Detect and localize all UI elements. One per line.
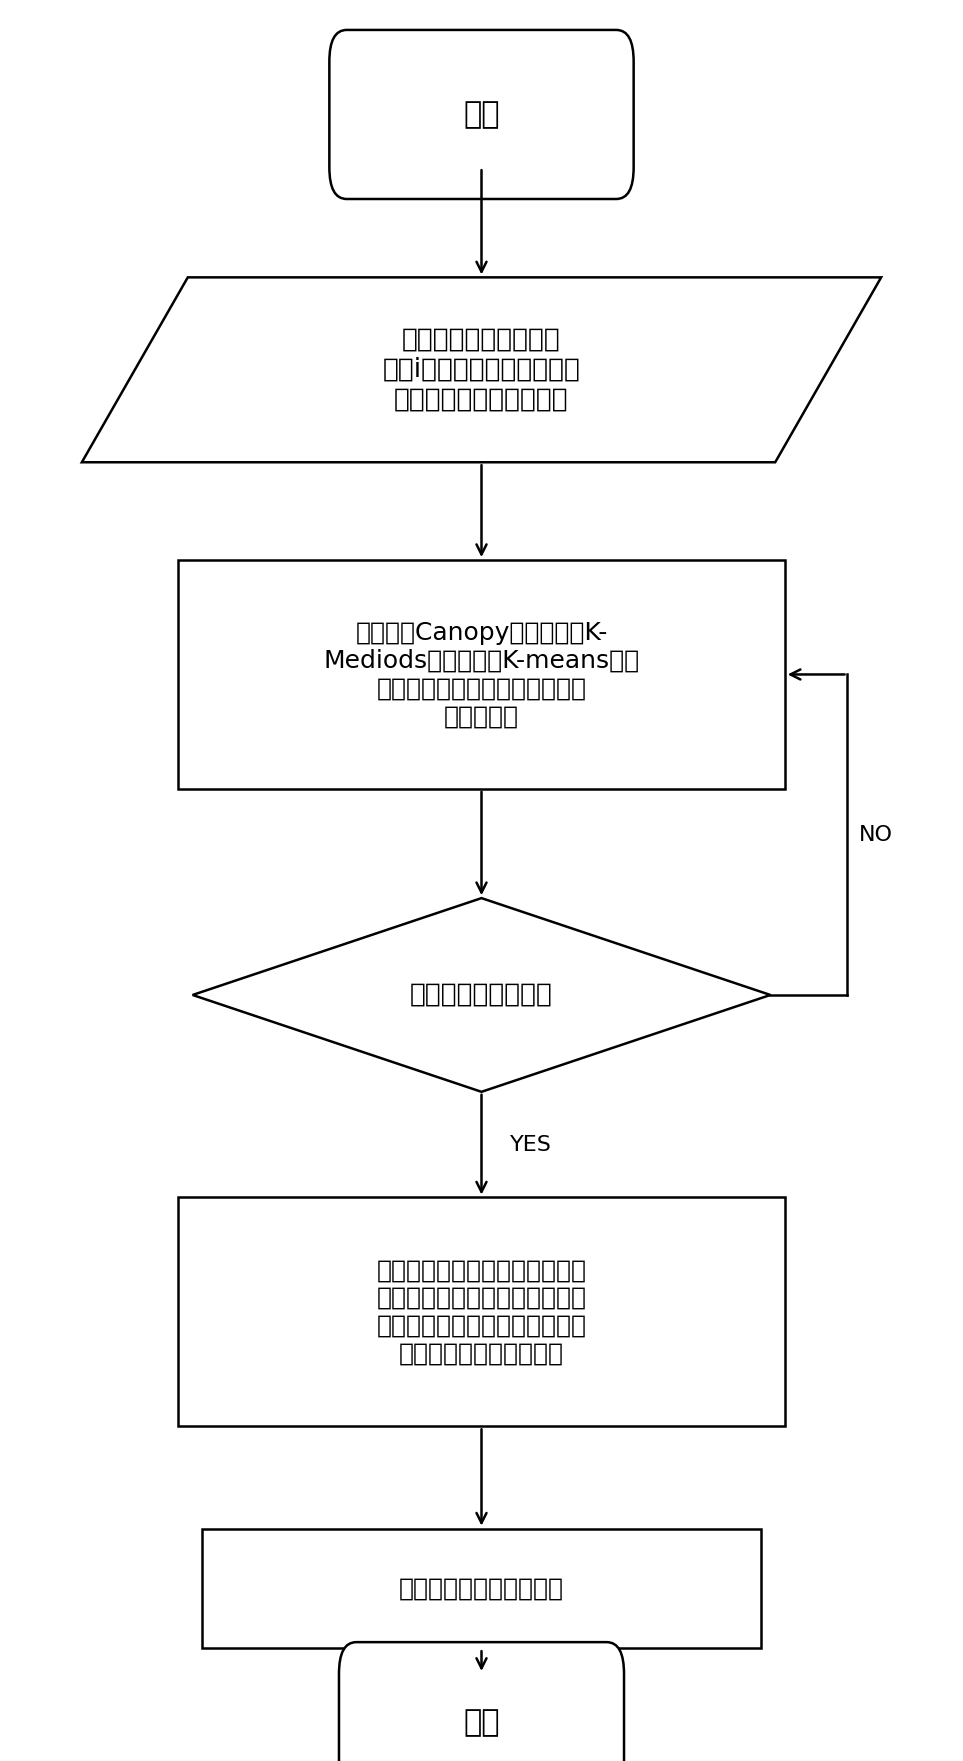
Text: YES: YES bbox=[510, 1134, 552, 1155]
FancyBboxPatch shape bbox=[329, 30, 634, 199]
Bar bbox=[178, 560, 785, 789]
Text: 引入重心位置确定方法，考虑乘
客年龄、出行目的、支付意愿、
相对时间窗等出行因素的影响权
重，重新计算停靠站位置: 引入重心位置确定方法，考虑乘 客年龄、出行目的、支付意愿、 相对时间窗等出行因素… bbox=[377, 1259, 586, 1365]
Text: 是否满足收敛条件？: 是否满足收敛条件？ bbox=[410, 983, 553, 1007]
Text: 输出停靠站的位置和数量: 输出停靠站的位置和数量 bbox=[399, 1576, 564, 1601]
Polygon shape bbox=[193, 898, 770, 1092]
FancyBboxPatch shape bbox=[339, 1641, 624, 1761]
Text: 输入地铁站点服务范围
输入i时段内预约需求数据点
输入停靠站服务范围阈值: 输入地铁站点服务范围 输入i时段内预约需求数据点 输入停靠站服务范围阈值 bbox=[382, 328, 581, 412]
Text: 结束: 结束 bbox=[463, 1708, 500, 1736]
Text: NO: NO bbox=[859, 824, 893, 845]
Text: 开始: 开始 bbox=[463, 100, 500, 129]
Bar bbox=[178, 1197, 785, 1426]
Polygon shape bbox=[82, 276, 881, 461]
Text: 运用引入Canopy初始聚类和K-
Mediods算法的改进K-means算法
确定停靠站的服务范围、数量和
位置等信息: 运用引入Canopy初始聚类和K- Mediods算法的改进K-means算法 … bbox=[324, 622, 639, 727]
Bar bbox=[202, 1529, 761, 1648]
